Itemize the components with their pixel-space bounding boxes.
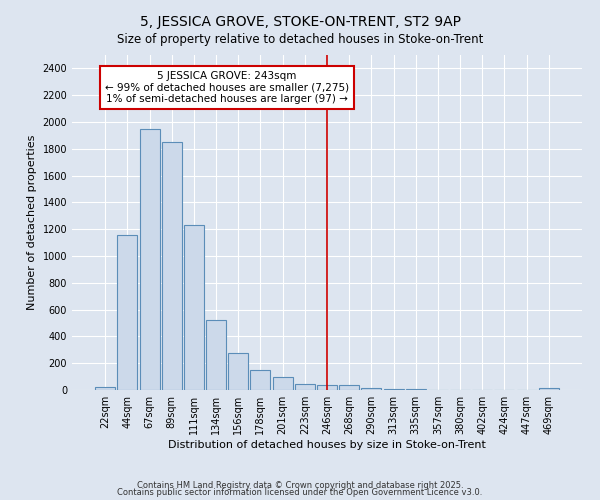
Bar bbox=[206, 320, 226, 390]
Bar bbox=[250, 370, 271, 390]
Bar bbox=[272, 378, 293, 390]
Bar bbox=[184, 225, 204, 390]
Text: Size of property relative to detached houses in Stoke-on-Trent: Size of property relative to detached ho… bbox=[117, 32, 483, 46]
Bar bbox=[228, 353, 248, 390]
Bar bbox=[539, 388, 559, 390]
Text: 5, JESSICA GROVE, STOKE-ON-TRENT, ST2 9AP: 5, JESSICA GROVE, STOKE-ON-TRENT, ST2 9A… bbox=[139, 15, 461, 29]
Bar bbox=[95, 386, 115, 390]
Bar bbox=[317, 384, 337, 390]
Bar bbox=[339, 384, 359, 390]
X-axis label: Distribution of detached houses by size in Stoke-on-Trent: Distribution of detached houses by size … bbox=[168, 440, 486, 450]
Bar bbox=[295, 384, 315, 390]
Text: Contains HM Land Registry data © Crown copyright and database right 2025.: Contains HM Land Registry data © Crown c… bbox=[137, 480, 463, 490]
Text: 5 JESSICA GROVE: 243sqm
← 99% of detached houses are smaller (7,275)
1% of semi-: 5 JESSICA GROVE: 243sqm ← 99% of detache… bbox=[105, 71, 349, 104]
Bar bbox=[162, 142, 182, 390]
Bar bbox=[361, 388, 382, 390]
Bar bbox=[140, 128, 160, 390]
Bar bbox=[383, 389, 404, 390]
Text: Contains public sector information licensed under the Open Government Licence v3: Contains public sector information licen… bbox=[118, 488, 482, 497]
Bar bbox=[118, 234, 137, 390]
Y-axis label: Number of detached properties: Number of detached properties bbox=[27, 135, 37, 310]
